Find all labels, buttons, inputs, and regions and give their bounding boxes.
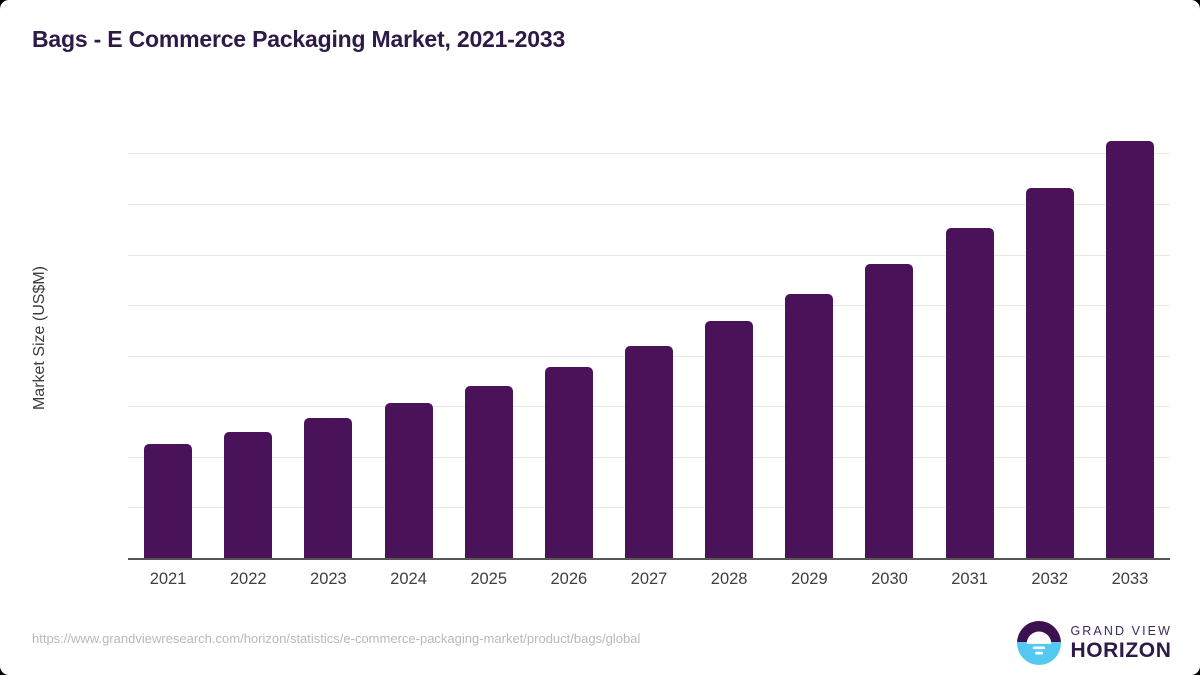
y-axis-title: Market Size (US$M) [31,265,48,411]
bar-2023[interactable] [304,418,353,558]
bar-2025[interactable] [464,386,513,558]
bar-2027[interactable] [625,345,673,558]
x-tick-label-2033: 2033 [1111,570,1149,588]
gridline [128,305,1170,307]
bar-2031[interactable] [945,228,994,558]
x-tick-label-2024: 2024 [390,570,427,588]
x-tick-label-2031: 2031 [951,570,988,588]
bar-2030[interactable] [865,263,914,558]
gridline [128,254,1170,256]
x-tick-label-2032: 2032 [1031,570,1069,588]
x-tick-label-2021: 2021 [149,570,187,588]
source-url: https://www.grandviewresearch.com/horizo… [32,631,641,646]
x-tick-label-2023: 2023 [310,570,347,588]
logo-bottom-text: HORIZON [1070,639,1172,663]
x-tick-label-2029: 2029 [790,570,828,588]
x-tick-label-2027: 2027 [630,570,668,588]
plot-area: Market Size (US$M) 02.5k5k7.5k10k12.5k15… [31,118,1170,588]
x-tick-label-2030: 2030 [871,570,908,588]
bar-2032[interactable] [1025,187,1074,558]
x-tick-label-2022: 2022 [229,570,267,588]
page-title: Bags - E Commerce Packaging Market, 2021… [32,26,566,52]
gridline [128,203,1170,205]
x-tick-label-2028: 2028 [710,570,748,588]
bar-2021[interactable] [144,443,193,558]
horizon-circle-icon [1017,621,1062,665]
x-tick-label-2026: 2026 [550,570,588,588]
x-axis-line [128,558,1170,560]
bar-2026[interactable] [544,366,593,558]
brand-logo: GRAND VIEW HORIZON [1017,620,1172,666]
x-tick-label-2025: 2025 [470,570,508,588]
bar-2022[interactable] [224,431,273,558]
bar-2028[interactable] [705,321,754,558]
gridline [128,153,1170,155]
bar-2033[interactable] [1105,141,1154,558]
bar-2024[interactable] [384,403,433,558]
logo-top-text: GRAND VIEW [1070,623,1172,638]
bar-2029[interactable] [785,294,834,558]
logo-wordmark: GRAND VIEW HORIZON [1070,625,1172,662]
